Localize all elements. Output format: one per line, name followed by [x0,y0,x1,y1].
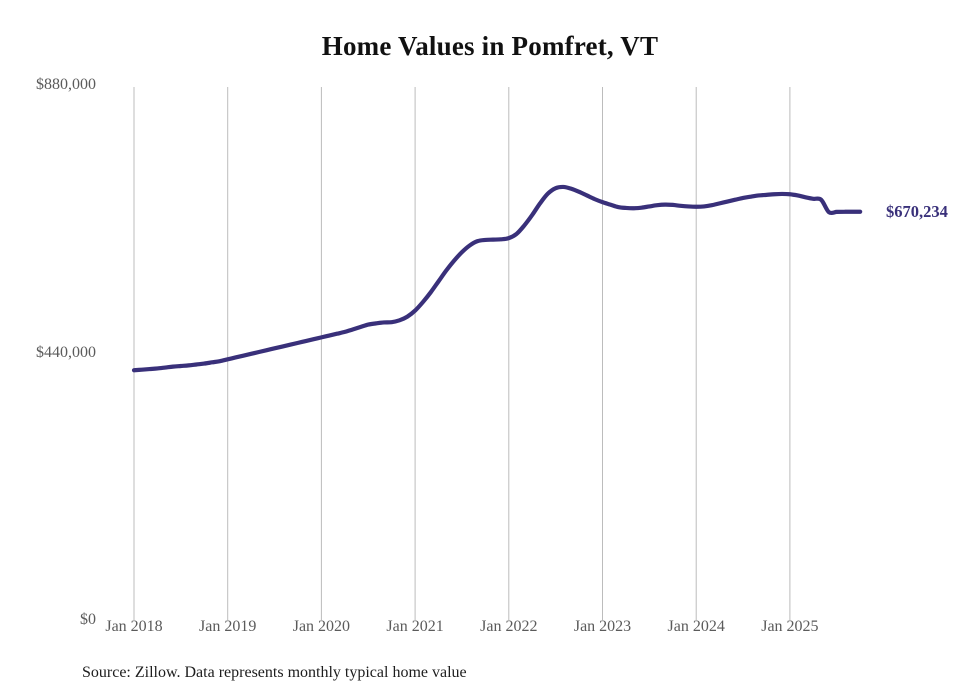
x-axis-tick-jan-2023: Jan 2023 [573,618,632,635]
x-axis-tick-jan-2019: Jan 2019 [199,618,257,635]
x-axis-tick-jan-2021: Jan 2021 [386,618,444,635]
x-axis-tick-jan-2025: Jan 2025 [761,618,819,635]
source-note: Source: Zillow. Data represents monthly … [82,664,467,681]
y-axis-tick-880000: $880,000 [36,76,96,93]
gridlines-group [133,87,791,620]
x-axis-tick-jan-2020: Jan 2020 [292,618,351,635]
y-axis-tick-440000: $440,000 [36,344,96,361]
x-axis-tick-jan-2022: Jan 2022 [480,618,538,635]
x-axis-tick-jan-2018: Jan 2018 [105,618,163,635]
y-axis-tick-0: $0 [80,611,96,628]
x-axis-tick-jan-2024: Jan 2024 [667,618,725,635]
series-line-typical-home-value [131,184,863,373]
series-end-value-label: $670,234 [886,201,948,221]
chart-title: Home Values in Pomfret, VT [321,31,659,61]
